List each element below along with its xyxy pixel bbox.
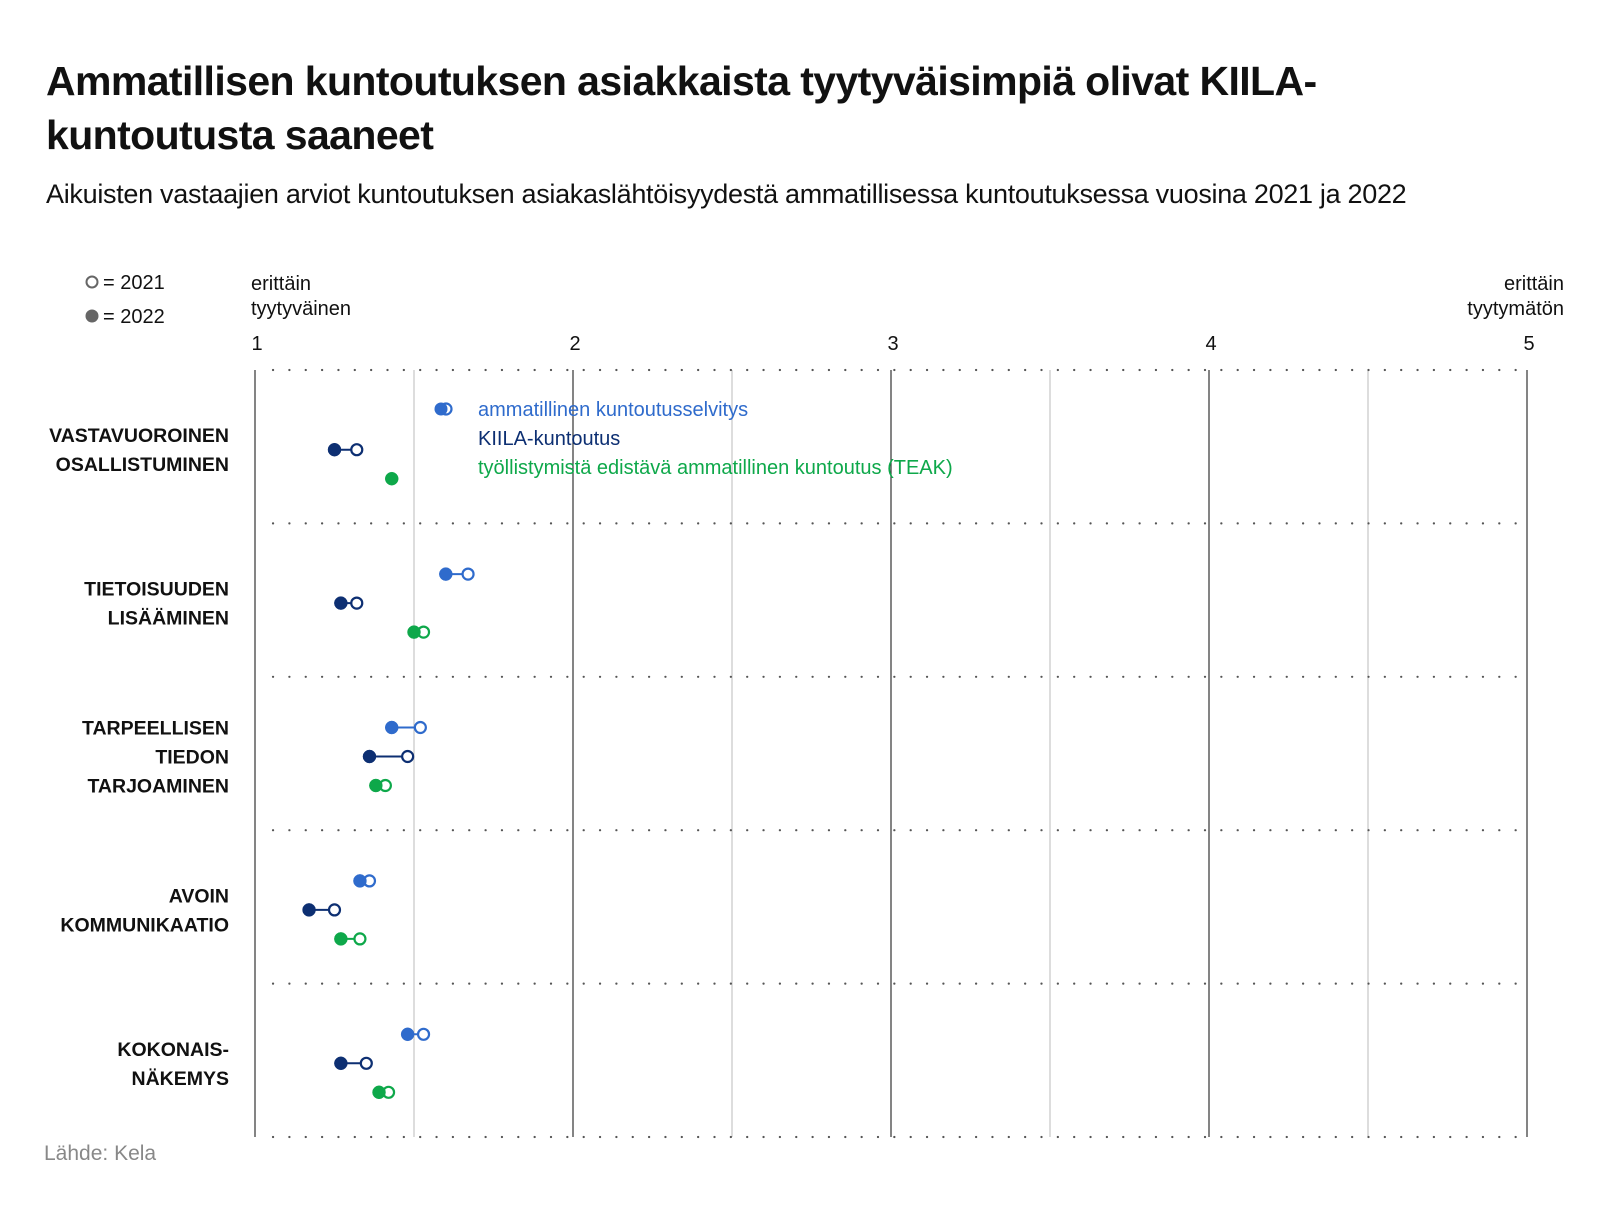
point-2022 <box>362 749 377 764</box>
point-2021 <box>401 749 415 764</box>
category-label: TARPEELLISEN <box>82 718 229 740</box>
chart-title: Ammatillisen kuntoutuksen asiakkaista ty… <box>46 58 1317 158</box>
point-2022 <box>384 471 399 486</box>
point-2022 <box>327 442 342 457</box>
point-2022 <box>334 596 348 610</box>
axis-end-label-left: erittäin <box>251 273 311 295</box>
point-2022 <box>334 932 348 946</box>
point-2022 <box>400 1027 415 1042</box>
point-2021 <box>413 720 427 735</box>
x-tick-label: 1 <box>251 333 262 355</box>
point-2021 <box>350 596 364 610</box>
x-tick-label: 4 <box>1205 333 1216 355</box>
point-2021 <box>353 932 367 946</box>
axis-end-label-right: erittäin <box>1504 273 1564 295</box>
category-label: AVOIN <box>169 885 229 907</box>
category-label: VASTAVUOROINEN <box>49 425 229 447</box>
category-label: TARJOAMINEN <box>87 776 229 798</box>
legend-series-marker-2022 <box>434 402 448 416</box>
chart-subtitle: Aikuisten vastaajien arviot kuntoutuksen… <box>46 179 1407 209</box>
category-label: KOMMUNIKAATIO <box>60 914 229 936</box>
point-2021 <box>327 903 342 917</box>
x-tick-label: 5 <box>1523 333 1534 355</box>
category-label: LISÄÄMINEN <box>108 607 229 630</box>
year-legend-label: = 2022 <box>103 306 165 328</box>
category-label: TIETOISUUDEN <box>84 579 229 601</box>
point-2022 <box>372 1085 386 1100</box>
point-2022 <box>353 874 367 888</box>
point-2021 <box>416 1027 431 1041</box>
axis-end-label-left: tyytyväinen <box>251 298 351 320</box>
x-tick-label: 2 <box>569 333 580 355</box>
x-tick-label: 3 <box>887 333 898 355</box>
legend-2022-marker <box>85 309 99 323</box>
point-2022 <box>369 778 383 793</box>
point-2022 <box>334 1056 348 1071</box>
axis-end-label-right: tyytymätön <box>1467 298 1564 320</box>
source-note: Lähde: Kela <box>44 1142 157 1165</box>
category-label: OSALLISTUMINEN <box>56 454 229 476</box>
point-2022 <box>439 567 453 581</box>
category-label: KOKONAIS- <box>117 1039 229 1061</box>
year-legend-label: = 2021 <box>103 272 165 294</box>
legend-2021-marker <box>85 275 99 289</box>
series-legend-label: ammatillinen kuntoutusselvitys <box>478 399 748 421</box>
point-2022 <box>302 903 316 917</box>
category-label: TIEDON <box>155 747 229 769</box>
category-label: NÄKEMYS <box>131 1067 229 1090</box>
point-2021 <box>359 1056 373 1070</box>
series-legend-label: työllistymistä edistävä ammatillinen kun… <box>478 457 953 479</box>
point-2022 <box>384 720 399 735</box>
point-2021 <box>461 567 475 581</box>
point-2021 <box>350 443 364 457</box>
series-legend-label: KIILA-kuntoutus <box>478 428 620 450</box>
point-2022 <box>407 625 421 639</box>
